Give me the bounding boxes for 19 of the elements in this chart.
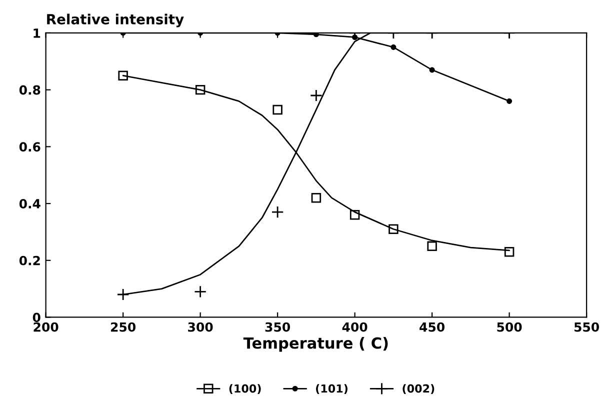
legend-label: (101) — [316, 384, 348, 394]
legend-label: (100) — [229, 384, 261, 394]
x-tick-label: 400 — [342, 322, 368, 332]
y-tick-label: 0 — [32, 312, 40, 322]
x-tick-label: 250 — [111, 322, 136, 332]
y-tick-label: 0.2 — [19, 256, 40, 266]
x-tick-label: 550 — [574, 322, 600, 332]
y-tick-label: 1 — [34, 28, 40, 38]
x-tick-label: 500 — [497, 322, 522, 332]
y-tick-label: 0.8 — [19, 85, 40, 95]
y-tick-label: 0.6 — [19, 142, 40, 152]
x-axis-title: Temperature ( C) — [243, 336, 388, 352]
y-axis-title: Relative intensity — [47, 14, 184, 28]
x-tick-label: 450 — [420, 322, 445, 332]
x-tick-label: 300 — [188, 322, 213, 332]
legend-label: (002) — [402, 384, 434, 394]
x-tick-label: 350 — [265, 322, 290, 332]
y-tick-label: 0.4 — [19, 199, 40, 208]
x-tick-label: 200 — [34, 322, 58, 332]
